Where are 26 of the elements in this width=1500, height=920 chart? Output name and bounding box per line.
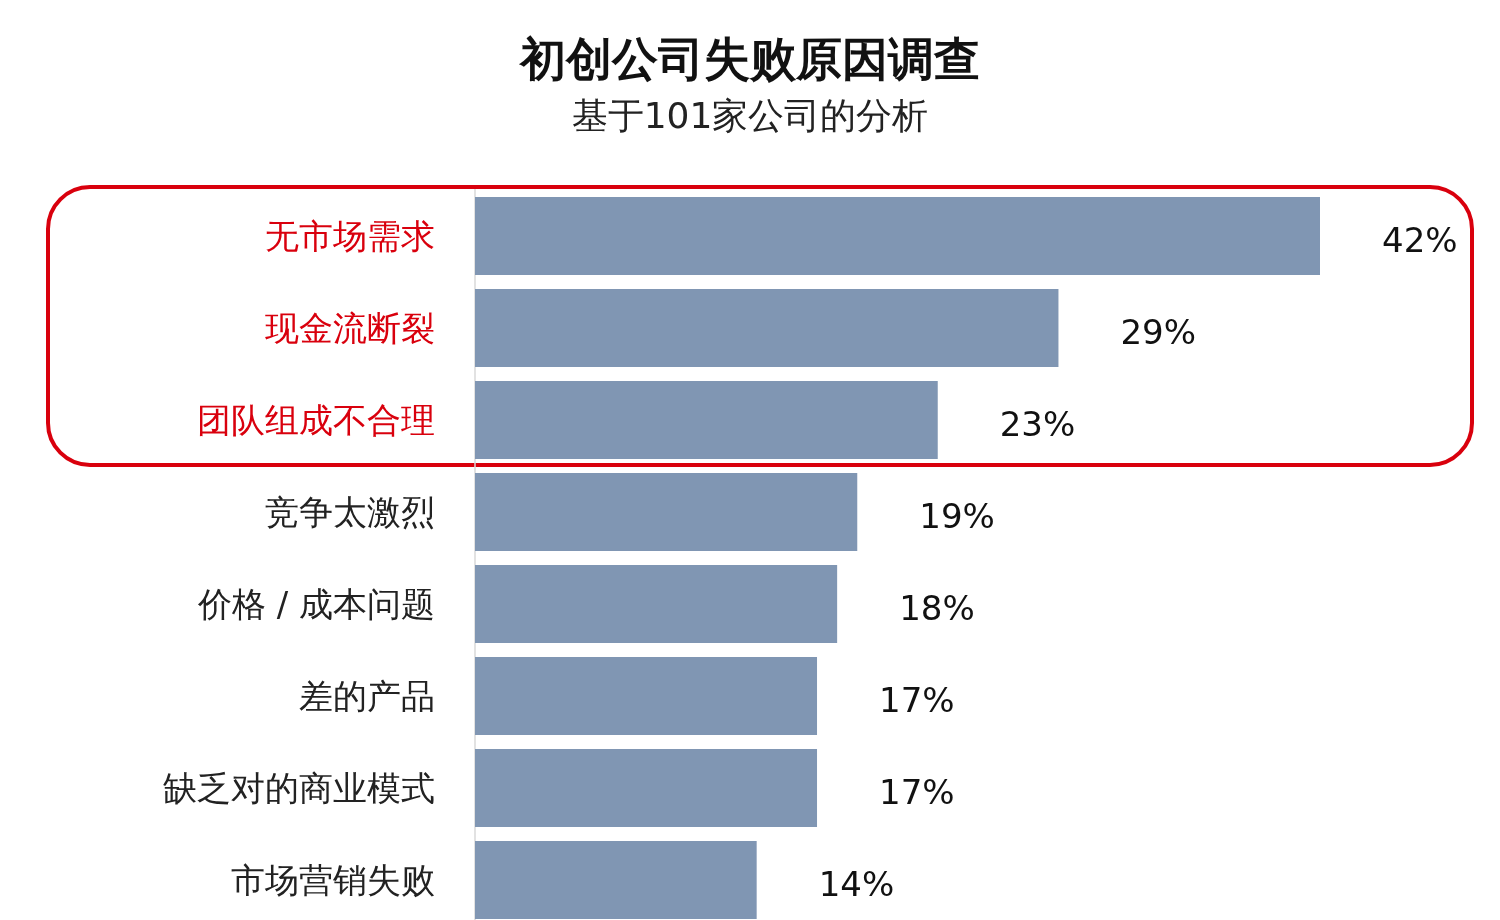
data-label: 18%: [899, 588, 975, 628]
data-label: 19%: [919, 496, 995, 536]
y-tick-label: 差的产品: [299, 676, 435, 716]
y-tick-label: 现金流断裂: [265, 308, 435, 348]
bar: [475, 565, 838, 643]
bar: [475, 381, 938, 459]
data-label: 17%: [879, 772, 955, 812]
y-tick-label: 缺乏对的商业模式: [163, 768, 435, 808]
data-label: 42%: [1382, 220, 1458, 260]
data-label: 14%: [818, 864, 895, 904]
data-label: 23%: [999, 404, 1076, 444]
chart-subtitle: 基于101家公司的分析: [571, 95, 929, 136]
bar: [475, 289, 1059, 367]
bar: [475, 841, 757, 919]
bar: [475, 749, 818, 827]
y-tick-label: 团队组成不合理: [197, 400, 435, 440]
data-label: 17%: [879, 680, 955, 720]
chart-title: 初创公司失败原因调查: [518, 32, 980, 86]
y-tick-label: 市场营销失败: [231, 860, 435, 900]
y-tick-label: 无市场需求: [265, 216, 435, 256]
data-label: 29%: [1120, 312, 1197, 352]
y-tick-label: 价格 / 成本问题: [196, 584, 435, 624]
bar: [475, 657, 818, 735]
bar: [475, 197, 1320, 275]
bar: [475, 473, 858, 551]
y-tick-label: 竞争太激烈: [265, 492, 435, 532]
